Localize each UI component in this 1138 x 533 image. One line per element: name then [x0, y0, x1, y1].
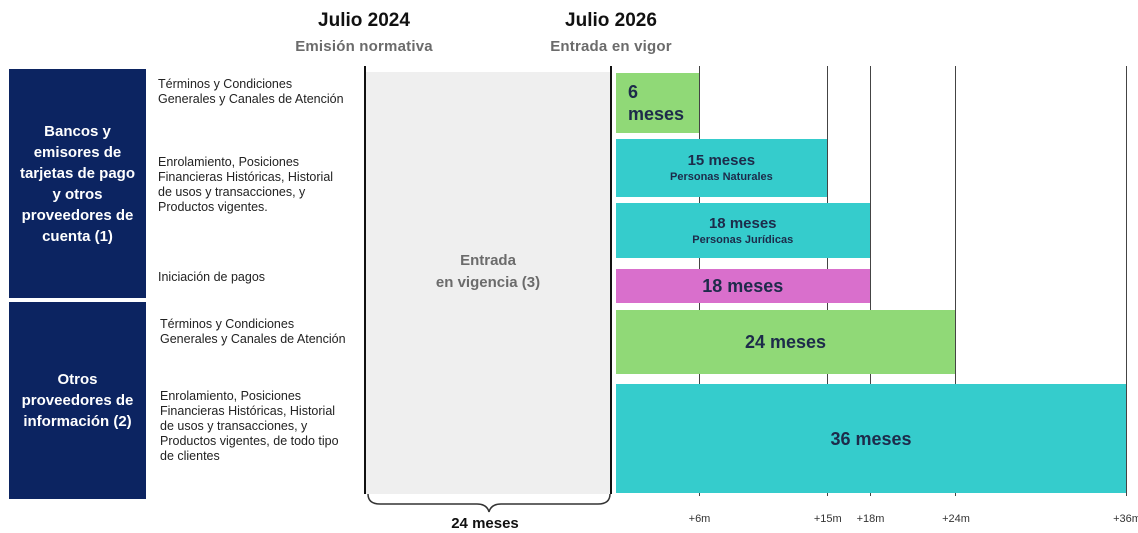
- gridline-24m: [955, 66, 956, 496]
- tick-label-36m: +36m: [1113, 513, 1138, 525]
- row-desc-1: Términos y Condiciones Generales y Canal…: [158, 77, 344, 106]
- tick-label-18m: +18m: [856, 513, 885, 525]
- bar-row-5: 24 meses: [616, 310, 955, 374]
- row-desc-6: Enrolamiento, Posiciones Financieras His…: [160, 389, 339, 463]
- gridline-36m: [1126, 66, 1127, 496]
- bar-sublabel-row-2: Personas Naturales: [670, 171, 773, 183]
- header-left-subtitle: Emisión normativa: [295, 38, 433, 55]
- tick-label-15m: +15m: [813, 513, 842, 525]
- bar-label-row-6: 36 meses: [830, 428, 912, 449]
- bar-row-2: 15 meses Personas Naturales: [616, 139, 827, 197]
- band-label-line2: en vigencia (3): [435, 274, 541, 291]
- band-label-line1: Entrada: [460, 252, 516, 269]
- gridline-18m: [869, 66, 871, 496]
- row-desc-2: Enrolamiento, Posiciones Financieras His…: [158, 155, 334, 214]
- group-banks-label: Bancos y emisores de tarjetas de pago y …: [19, 122, 136, 245]
- brace-icon: [367, 493, 611, 513]
- bar-label-row-2: 15 meses: [687, 152, 756, 169]
- row-desc-4: Iniciación de pagos: [158, 270, 266, 284]
- start-line: [364, 66, 366, 494]
- bar-label-row-5: 24 meses: [744, 332, 827, 352]
- enforcement-line: [610, 66, 612, 494]
- brace-label: 24 meses: [451, 515, 519, 532]
- header-left-year: Julio 2024: [318, 10, 410, 31]
- bar-label-row-3: 18 meses: [708, 214, 777, 232]
- group-banks: Bancos y emisores de tarjetas de pago y …: [9, 69, 146, 298]
- bar-label-row-1: 6 meses: [628, 82, 685, 124]
- bar-row-6: 36 meses: [616, 384, 1126, 493]
- header-right-year: Julio 2026: [565, 10, 657, 31]
- group-other-providers: Otros proveedores de información (2): [9, 302, 146, 499]
- group-other-providers-label: Otros proveedores de información (2): [21, 371, 134, 430]
- tick-label-24m: +24m: [942, 513, 970, 525]
- band-label: Entrada en vigencia (3): [388, 250, 588, 294]
- vigencia-band: [366, 72, 611, 494]
- bar-row-4: 18 meses: [616, 269, 870, 303]
- bar-sublabel-row-3: Personas Jurídicas: [692, 233, 794, 246]
- bar-row-1: 6 meses: [616, 73, 699, 133]
- row-desc-5: Términos y Condiciones Generales y Canal…: [160, 317, 346, 346]
- bar-label-row-4: 18 meses: [702, 276, 784, 296]
- bar-row-3: 18 meses Personas Jurídicas: [616, 203, 870, 258]
- header-right-subtitle: Entrada en vigor: [550, 38, 672, 55]
- tick-label-6m: +6m: [688, 513, 711, 525]
